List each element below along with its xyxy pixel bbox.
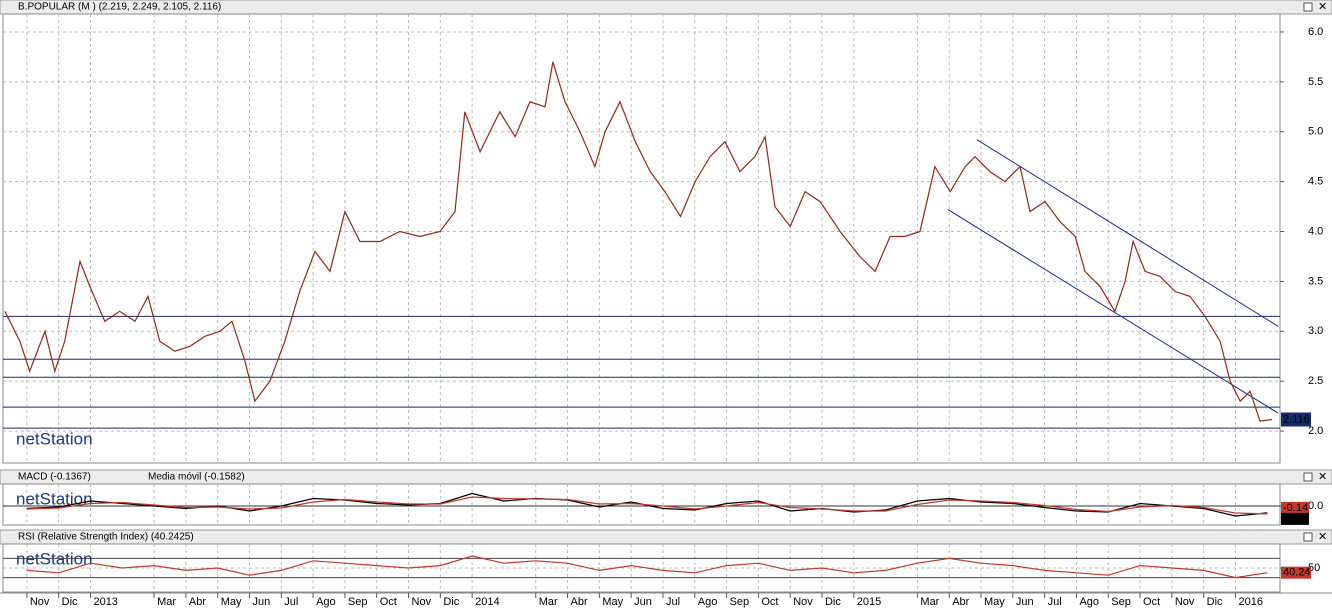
window-button bbox=[1303, 2, 1313, 12]
x-tick-label: Abr bbox=[952, 596, 969, 608]
x-tick-label: 2013 bbox=[93, 596, 117, 608]
macd-badge bbox=[1281, 501, 1309, 514]
rsi-badge bbox=[1281, 566, 1311, 579]
series-line bbox=[4, 61, 1273, 422]
x-tick-label: Sep bbox=[1111, 596, 1131, 608]
x-tick-label: May bbox=[984, 596, 1005, 608]
y-tick-label: 3.5 bbox=[1308, 275, 1323, 287]
series-line bbox=[26, 496, 1268, 515]
x-tick-label: Ago bbox=[1079, 596, 1099, 608]
x-tick-label: Nov bbox=[793, 596, 813, 608]
y-tick-label: 4.0 bbox=[1308, 225, 1323, 237]
macd-badge-label: -0.14 bbox=[1283, 502, 1308, 514]
y-tick-label: 2.0 bbox=[1308, 425, 1323, 437]
window-close: ✕ bbox=[1318, 1, 1327, 13]
x-tick-label: Abr bbox=[189, 596, 206, 608]
series-line bbox=[26, 555, 1268, 579]
watermark: netStation bbox=[16, 549, 93, 568]
x-tick-label: Mar bbox=[920, 596, 939, 608]
x-tick-label: Mar bbox=[157, 596, 176, 608]
y-tick-label: 3.0 bbox=[1308, 325, 1323, 337]
panel-title: B.POPULAR (M ) (2.219, 2.249, 2.105, 2.1… bbox=[18, 2, 221, 13]
x-tick-label: 2015 bbox=[857, 596, 881, 608]
x-tick-label: 2016 bbox=[1238, 596, 1262, 608]
x-tick-label: Jul bbox=[666, 596, 680, 608]
y-tick-label: 50 bbox=[1308, 562, 1320, 574]
y-tick-label: 4.5 bbox=[1308, 176, 1323, 188]
x-tick-label: Jun bbox=[1016, 596, 1034, 608]
macd-badge bbox=[1281, 512, 1309, 525]
window-close: ✕ bbox=[1318, 531, 1327, 543]
watermark: netStation bbox=[16, 489, 93, 508]
y-tick-label: 6.0 bbox=[1308, 26, 1323, 38]
y-tick-label: 0.0 bbox=[1308, 500, 1323, 512]
x-tick-label: Ago bbox=[316, 596, 336, 608]
x-tick-label: Oct bbox=[380, 596, 397, 608]
macd-badge-label: -0.16 bbox=[1283, 513, 1308, 525]
plot-frame bbox=[2, 13, 1281, 464]
y-tick-label: 5.0 bbox=[1308, 126, 1323, 138]
rsi-badge-label: 40.24 bbox=[1283, 567, 1311, 579]
trend-line bbox=[947, 209, 1279, 414]
x-tick-label: Abr bbox=[571, 596, 588, 608]
panel-header bbox=[0, 529, 1332, 545]
window-close: ✕ bbox=[1318, 471, 1327, 483]
x-tick-label: Dic bbox=[1207, 596, 1223, 608]
window-button bbox=[1303, 532, 1313, 542]
panel-subtitle: Media móvil (-0.1582) bbox=[148, 472, 245, 483]
x-tick-label: Oct bbox=[761, 596, 778, 608]
panel-title: RSI (Relative Strength Index) (40.2425) bbox=[18, 532, 194, 543]
x-tick-label: Dic bbox=[825, 596, 841, 608]
x-tick-label: Jul bbox=[1048, 596, 1062, 608]
y-tick-label: 5.5 bbox=[1308, 76, 1323, 88]
x-tick-label: Dic bbox=[443, 596, 459, 608]
x-tick-label: 2014 bbox=[475, 596, 499, 608]
x-tick-label: Nov bbox=[1175, 596, 1195, 608]
watermark: netStation bbox=[16, 429, 93, 448]
price-badge bbox=[1281, 412, 1311, 427]
x-tick-label: May bbox=[221, 596, 242, 608]
x-tick-label: Nov bbox=[412, 596, 432, 608]
x-tick-label: Oct bbox=[1143, 596, 1160, 608]
x-tick-label: Sep bbox=[348, 596, 368, 608]
x-tick-label: Ago bbox=[698, 596, 718, 608]
x-tick-label: Jul bbox=[284, 596, 298, 608]
trend-line bbox=[976, 139, 1279, 327]
x-tick-label: Jun bbox=[252, 596, 270, 608]
price-badge-label: 2.116 bbox=[1283, 413, 1310, 425]
x-tick-label: Nov bbox=[30, 596, 50, 608]
x-tick-label: May bbox=[602, 596, 623, 608]
window-button bbox=[1303, 472, 1313, 482]
x-tick-label: Mar bbox=[539, 596, 558, 608]
panel-title: MACD (-0.1367) bbox=[18, 472, 91, 483]
x-tick-label: Sep bbox=[730, 596, 750, 608]
x-tick-label: Jun bbox=[634, 596, 652, 608]
y-tick-label: 2.5 bbox=[1308, 375, 1323, 387]
x-tick-label: Dic bbox=[62, 596, 78, 608]
